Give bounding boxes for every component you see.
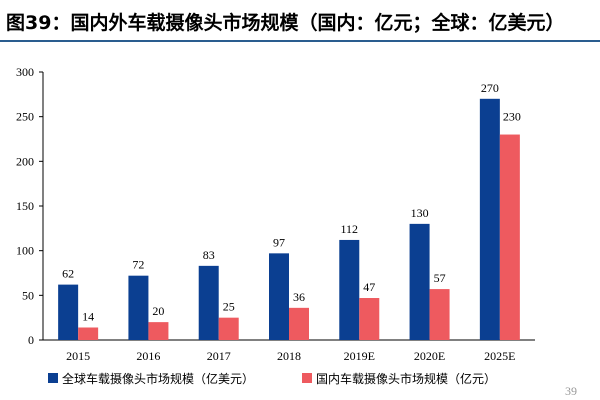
legend-swatch-global <box>48 373 58 383</box>
data-label-global: 83 <box>203 248 215 262</box>
data-label-global: 72 <box>132 258 144 272</box>
x-tick-label: 2025E <box>484 349 515 363</box>
legend-swatch-domestic <box>302 373 312 383</box>
bar-domestic <box>148 322 169 340</box>
data-label-domestic: 25 <box>223 300 235 314</box>
x-tick-label: 2015 <box>66 349 90 363</box>
figure-title: 图39：国内外车载摄像头市场规模（国内：亿元；全球：亿美元） <box>6 12 565 34</box>
bar-global <box>409 223 430 340</box>
data-label-global: 62 <box>62 267 74 281</box>
y-tick-label: 300 <box>16 65 34 79</box>
data-label-domestic: 14 <box>82 309 94 323</box>
bar-domestic <box>499 134 520 340</box>
y-tick-label: 0 <box>28 333 34 347</box>
title-divider <box>0 40 600 42</box>
y-tick-label: 100 <box>16 244 34 258</box>
bar-domestic <box>289 307 309 340</box>
data-label-domestic: 57 <box>434 271 446 285</box>
figure-header: 图39：国内外车载摄像头市场规模（国内：亿元；全球：亿美元） <box>0 0 600 42</box>
x-tick-label: 2018 <box>277 349 301 363</box>
x-tick-label: 2020E <box>414 349 445 363</box>
data-label-global: 130 <box>411 206 429 220</box>
page-number: 39 <box>565 384 577 398</box>
x-tick-label: 2017 <box>207 349 231 363</box>
bar-global <box>269 253 289 340</box>
y-tick-label: 150 <box>16 199 34 213</box>
bar-domestic <box>429 289 450 340</box>
y-tick-label: 50 <box>22 288 34 302</box>
bar-global <box>198 265 219 340</box>
bar-domestic <box>78 327 99 340</box>
bar-domestic <box>359 298 380 340</box>
bar-domestic <box>218 317 239 340</box>
data-label-global: 270 <box>481 81 499 95</box>
data-label-domestic: 230 <box>503 110 521 124</box>
data-label-global: 112 <box>341 222 359 236</box>
data-label-global: 97 <box>273 235 285 249</box>
legend-label-domestic: 国内车载摄像头市场规模（亿元） <box>316 371 496 386</box>
data-label-domestic: 20 <box>152 304 164 318</box>
bar-global <box>128 275 149 340</box>
bar-global <box>479 98 500 340</box>
y-tick-label: 250 <box>16 110 34 124</box>
data-label-domestic: 47 <box>363 280 375 294</box>
legend-label-global: 全球车载摄像头市场规模（亿美元） <box>62 371 254 386</box>
x-tick-label: 2019E <box>344 349 375 363</box>
bar-global <box>339 239 360 340</box>
y-tick-label: 200 <box>16 154 34 168</box>
data-label-domestic: 36 <box>293 290 305 304</box>
x-tick-label: 2016 <box>136 349 160 363</box>
bar-global <box>58 284 79 340</box>
